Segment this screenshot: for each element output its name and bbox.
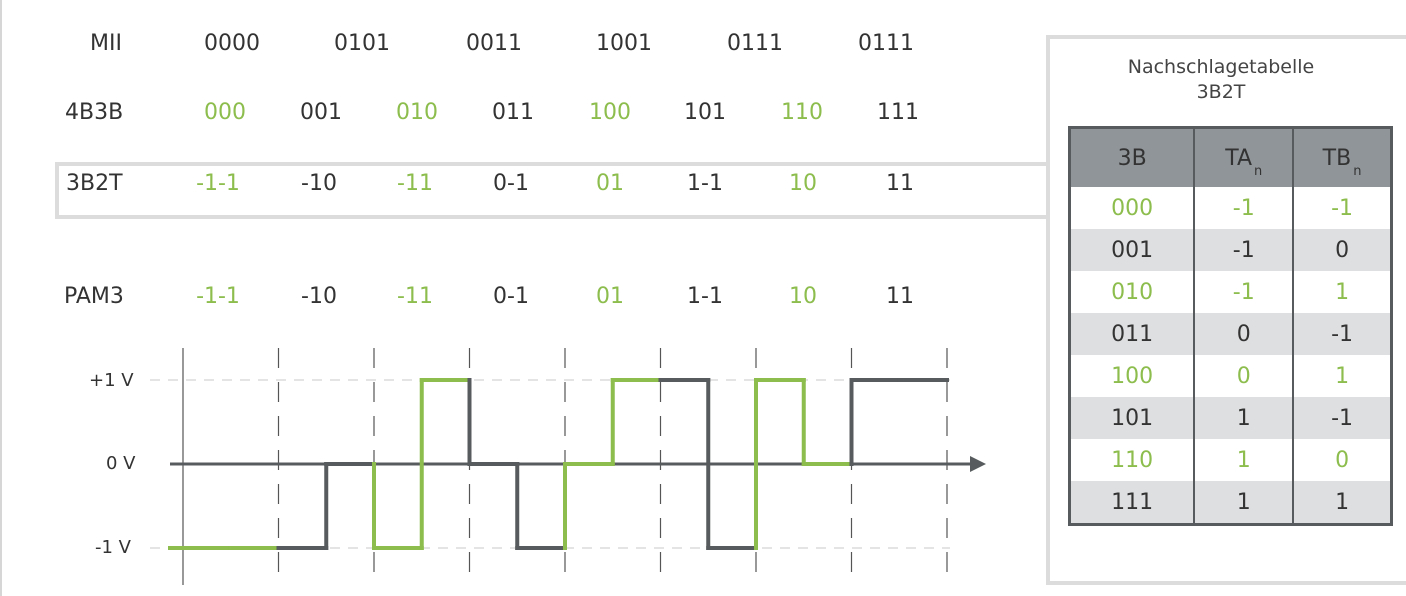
- 4b3b-value: 110: [781, 100, 823, 125]
- lookup-cell-3b: 100: [1111, 363, 1154, 389]
- lookup-header-tb-text: TB: [1322, 145, 1352, 171]
- left-edge-rule: [0, 0, 2, 596]
- lookup-header-ta-text: TA: [1225, 145, 1253, 171]
- pam3-value: -1-1: [196, 284, 240, 309]
- level-label-minus1: -1 V: [95, 537, 132, 558]
- lookup-cell-tb: 1: [1292, 481, 1392, 525]
- 3b2t-value: 11: [886, 171, 914, 196]
- lookup-cell-ta: 1: [1193, 397, 1294, 439]
- mii-value: 0000: [204, 31, 260, 56]
- mii-value: 0111: [858, 31, 914, 56]
- 4b3b-value: 000: [204, 100, 246, 125]
- lookup-header-3b-text: 3B: [1117, 145, 1147, 171]
- lookup-cell-ta: -1: [1193, 229, 1294, 271]
- level-label-zero: 0 V: [106, 453, 136, 474]
- lookup-cell-3b: 110: [1111, 447, 1154, 473]
- lookup-cell-tb: 1: [1292, 271, 1392, 313]
- lookup-row: 000 -1 -1: [1070, 187, 1392, 229]
- lookup-row: 011 0 -1: [1069, 313, 1392, 355]
- lookup-title: Nachschlagetabelle 3B2T: [1046, 55, 1396, 105]
- mii-value: 0111: [727, 31, 783, 56]
- lookup-header-3b: 3B: [1069, 127, 1195, 187]
- 3b2t-highlight-frame: [55, 162, 1053, 219]
- lookup-cell-tb: 0: [1292, 229, 1392, 271]
- lookup-table: 3B TAn TBn 000 -1 -1 001 -1 0 010 -1 1 0…: [1068, 126, 1393, 526]
- lookup-header-ta: TAn: [1193, 127, 1294, 187]
- 3b2t-value: -1-1: [196, 171, 240, 196]
- 4b3b-value: 010: [396, 100, 438, 125]
- lookup-cell-ta: -1: [1193, 271, 1294, 313]
- lookup-cell-3b: 101: [1069, 397, 1195, 439]
- lookup-cell-tb: 1: [1292, 355, 1392, 397]
- pam3-value: 01: [596, 284, 624, 309]
- pam3-value: -10: [301, 284, 337, 309]
- lookup-row: 001 -1 0: [1069, 229, 1392, 271]
- pam3-value: 10: [789, 284, 817, 309]
- lookup-header-tb-sub: n: [1353, 163, 1362, 179]
- 4b3b-value: 001: [300, 100, 342, 125]
- 3b2t-value: -11: [397, 171, 433, 196]
- lookup-header-row: 3B TAn TBn: [1069, 127, 1392, 187]
- row-label-3b2t: 3B2T: [66, 171, 123, 196]
- 3b2t-value: 10: [789, 171, 817, 196]
- lookup-row: 110 1 0: [1070, 439, 1392, 481]
- 4b3b-value: 101: [684, 100, 726, 125]
- row-label-mii: MII: [90, 31, 122, 56]
- pam3-value: 11: [886, 284, 914, 309]
- pam3-value: 0-1: [493, 284, 529, 309]
- level-label-plus1: +1 V: [89, 370, 134, 391]
- lookup-cell-3b: 011: [1069, 313, 1195, 355]
- lookup-cell-ta: 0: [1193, 313, 1294, 355]
- lookup-cell-tb: -1: [1292, 397, 1392, 439]
- lookup-cell-tb: -1: [1292, 187, 1392, 229]
- lookup-cell-tb: -1: [1292, 313, 1392, 355]
- lookup-row: 111 1 1: [1069, 481, 1392, 525]
- 4b3b-value: 100: [589, 100, 631, 125]
- 4b3b-value: 111: [877, 100, 919, 125]
- 4b3b-value: 011: [492, 100, 534, 125]
- lookup-title-line1: Nachschlagetabelle: [1127, 56, 1315, 78]
- lookup-header-ta-sub: n: [1254, 163, 1263, 179]
- lookup-cell-3b: 000: [1111, 195, 1154, 221]
- pam3-value: 1-1: [687, 284, 723, 309]
- mii-value: 0101: [334, 31, 390, 56]
- lookup-cell-ta: 1: [1193, 481, 1294, 525]
- lookup-cell-ta: -1: [1193, 187, 1294, 229]
- 3b2t-value: -10: [301, 171, 337, 196]
- 3b2t-value: 01: [596, 171, 624, 196]
- mii-value: 1001: [596, 31, 652, 56]
- 3b2t-value: 1-1: [687, 171, 723, 196]
- row-label-pam3: PAM3: [64, 284, 124, 309]
- lookup-cell-3b: 001: [1069, 229, 1195, 271]
- lookup-row: 101 1 -1: [1069, 397, 1392, 439]
- lookup-cell-ta: 1: [1193, 439, 1294, 481]
- lookup-title-line2: 3B2T: [1196, 81, 1246, 103]
- pam3-waveform: +1 V 0 V -1 V: [89, 348, 986, 585]
- lookup-row: 100 0 1: [1070, 355, 1392, 397]
- lookup-row: 010 -1 1: [1070, 271, 1392, 313]
- 3b2t-value: 0-1: [493, 171, 529, 196]
- mii-value: 0011: [466, 31, 522, 56]
- lookup-cell-tb: 0: [1292, 439, 1392, 481]
- lookup-cell-3b: 111: [1069, 481, 1195, 525]
- lookup-cell-ta: 0: [1193, 355, 1294, 397]
- lookup-cell-3b: 010: [1111, 279, 1154, 305]
- axis-arrow-icon: [970, 456, 986, 472]
- lookup-header-tb: TBn: [1292, 127, 1392, 187]
- pam3-value: -11: [397, 284, 433, 309]
- row-label-4b3b: 4B3B: [65, 100, 124, 125]
